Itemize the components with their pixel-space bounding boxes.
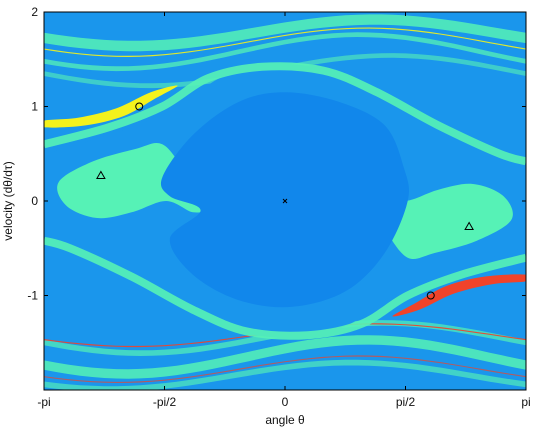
mint-stripe-bottom-3 bbox=[44, 359, 526, 390]
plot-area bbox=[44, 12, 526, 390]
mint-stripe-bottom-1 bbox=[44, 320, 526, 356]
x-tick-label: pi/2 bbox=[396, 395, 416, 409]
mint-sheath-top bbox=[44, 62, 526, 166]
x-tick-label: 0 bbox=[282, 395, 289, 409]
y-tick-label: 0 bbox=[31, 194, 38, 208]
y-tick-label: 2 bbox=[31, 5, 38, 19]
y-tick-label: -1 bbox=[27, 289, 38, 303]
x-tick-label: -pi/2 bbox=[153, 395, 177, 409]
yellow-basin-region bbox=[44, 85, 178, 128]
x-tick-label: pi bbox=[521, 395, 530, 409]
marker-triangle bbox=[96, 170, 106, 179]
y-axis-ticks: 2 1 0 -1 bbox=[27, 5, 526, 303]
mint-stripe-top-1 bbox=[44, 14, 526, 52]
mint-sheath-bottom bbox=[44, 236, 526, 340]
y-axis-label: velocity (dθ/dτ) bbox=[1, 161, 15, 240]
central-basin-region bbox=[160, 92, 410, 308]
marker-triangle bbox=[464, 221, 474, 231]
y-tick-label: 1 bbox=[31, 100, 38, 114]
mint-stripe-bottom-2 bbox=[44, 335, 526, 379]
marker-x-stroke-2 bbox=[282, 198, 288, 204]
mint-lobe-left bbox=[57, 142, 205, 219]
red-basin-region bbox=[392, 274, 526, 317]
x-tick-label: -pi bbox=[37, 395, 50, 409]
marker-x bbox=[282, 198, 288, 204]
x-axis-label: angle θ bbox=[265, 413, 305, 427]
x-axis-ticks: -pi -pi/2 0 pi/2 pi bbox=[37, 12, 531, 409]
marker-circle bbox=[426, 291, 435, 300]
mint-stripe-top-2 bbox=[44, 32, 526, 72]
red-thin-line-1 bbox=[44, 323, 526, 348]
marker-circle bbox=[135, 102, 144, 111]
